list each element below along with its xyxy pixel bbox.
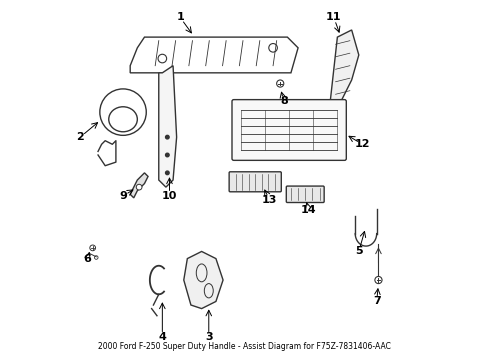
Text: 13: 13: [261, 195, 277, 204]
Text: 2: 2: [76, 132, 84, 142]
Circle shape: [165, 153, 169, 157]
Text: 14: 14: [301, 205, 316, 215]
Text: 8: 8: [279, 96, 287, 107]
Circle shape: [90, 245, 95, 251]
Circle shape: [136, 184, 142, 190]
FancyBboxPatch shape: [229, 172, 281, 192]
FancyBboxPatch shape: [285, 186, 324, 203]
Text: 12: 12: [354, 139, 369, 149]
Circle shape: [276, 80, 283, 87]
Circle shape: [374, 276, 381, 284]
FancyBboxPatch shape: [231, 100, 346, 160]
Text: 6: 6: [83, 253, 91, 264]
Circle shape: [94, 256, 98, 259]
Polygon shape: [183, 251, 223, 309]
Text: 9: 9: [119, 191, 127, 201]
Circle shape: [268, 44, 277, 52]
Circle shape: [165, 171, 169, 175]
Text: 2000 Ford F-250 Super Duty Handle - Assist Diagram for F75Z-7831406-AAC: 2000 Ford F-250 Super Duty Handle - Assi…: [98, 342, 390, 351]
Text: 10: 10: [162, 191, 177, 201]
Text: 7: 7: [372, 296, 380, 306]
Text: 3: 3: [204, 332, 212, 342]
Text: 5: 5: [354, 247, 362, 256]
Circle shape: [165, 135, 169, 139]
Polygon shape: [130, 173, 148, 198]
Text: 11: 11: [325, 13, 341, 22]
Polygon shape: [329, 30, 358, 109]
Polygon shape: [159, 66, 176, 187]
Circle shape: [158, 54, 166, 63]
Text: 4: 4: [158, 332, 166, 342]
Text: 1: 1: [176, 13, 183, 22]
Polygon shape: [130, 37, 298, 73]
